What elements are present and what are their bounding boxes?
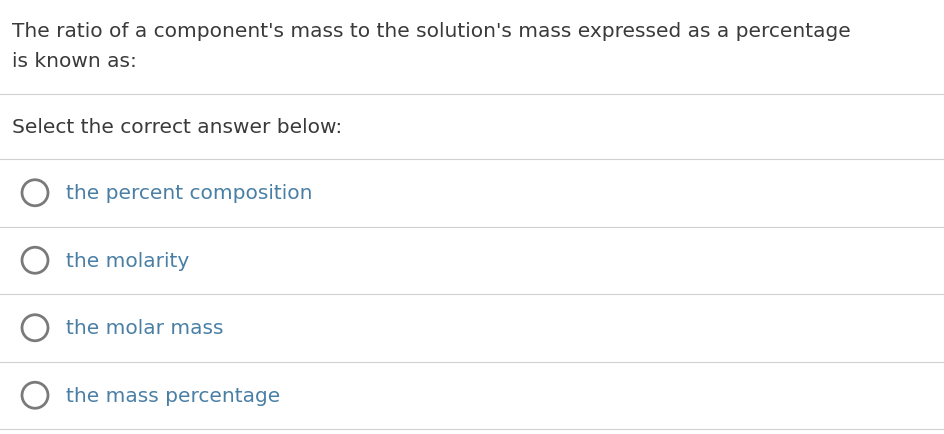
Text: the molarity: the molarity — [66, 251, 189, 270]
Text: Select the correct answer below:: Select the correct answer below: — [12, 118, 342, 137]
Text: the molar mass: the molar mass — [66, 319, 224, 338]
Text: is known as:: is known as: — [12, 52, 137, 71]
Text: the percent composition: the percent composition — [66, 184, 312, 203]
Text: the mass percentage: the mass percentage — [66, 386, 280, 405]
Text: The ratio of a component's mass to the solution's mass expressed as a percentage: The ratio of a component's mass to the s… — [12, 22, 850, 41]
